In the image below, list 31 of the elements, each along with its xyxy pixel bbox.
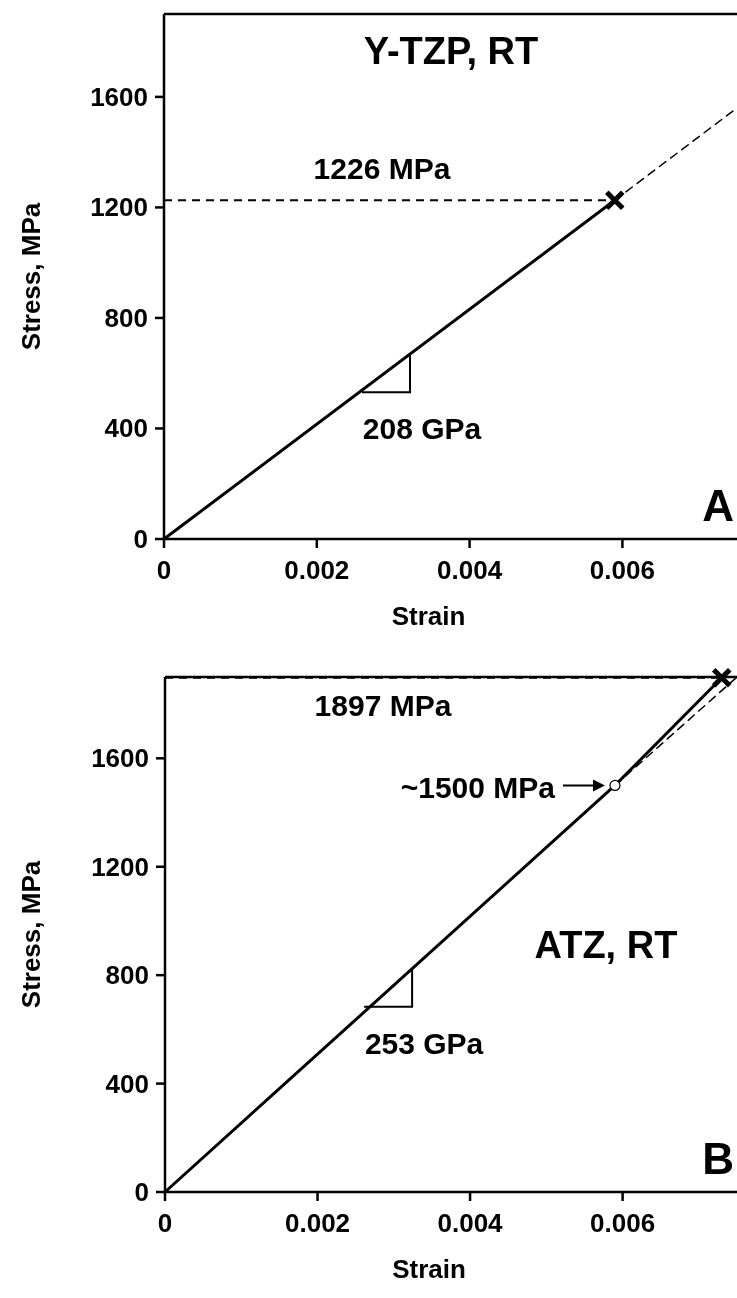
x-tick-label: 0.002 — [284, 555, 350, 585]
annotation: ~1500 MPa — [400, 771, 556, 805]
x-axis-title: Strain — [391, 601, 466, 631]
y-tick-label: 1600 — [90, 81, 148, 112]
y-tick-label: 0 — [133, 524, 148, 554]
annotation: 253 GPa — [364, 1026, 484, 1060]
y-tick-label: 800 — [104, 302, 148, 333]
y-tick-label: 1200 — [91, 851, 149, 882]
y-tick-label: 0 — [134, 1177, 149, 1207]
annotation: B — [702, 1134, 734, 1183]
x-tick-label: 0.002 — [284, 1208, 351, 1238]
y-tick-label: 400 — [105, 1068, 149, 1099]
x-tick-label: 0 — [157, 1208, 173, 1238]
chart-title: Y-TZP, RT — [363, 30, 539, 72]
y-axis-title: Stress, MPa — [16, 860, 46, 1009]
annotation: 208 GPa — [362, 412, 482, 446]
x-tick-label: 0.004 — [437, 555, 503, 585]
x-tick-label: 0.004 — [437, 1208, 504, 1238]
annotation: A — [702, 481, 734, 530]
y-tick-label: 1200 — [90, 192, 148, 223]
x-tick-label: 0.006 — [590, 1208, 656, 1238]
x-tick-label: 0 — [156, 555, 172, 585]
ref-line-label: 1226 MPa — [313, 152, 451, 186]
x-tick-label: 0.006 — [589, 555, 655, 585]
y-tick-label: 400 — [104, 413, 148, 444]
y-tick-label: 800 — [105, 960, 149, 991]
x-axis-title: Strain — [392, 1254, 466, 1284]
y-axis-title: Stress, MPa — [16, 202, 46, 351]
y-tick-label: 1600 — [91, 743, 149, 774]
text: ATZ, RT — [534, 924, 678, 966]
ref-line-label: 1897 MPa — [314, 688, 452, 722]
